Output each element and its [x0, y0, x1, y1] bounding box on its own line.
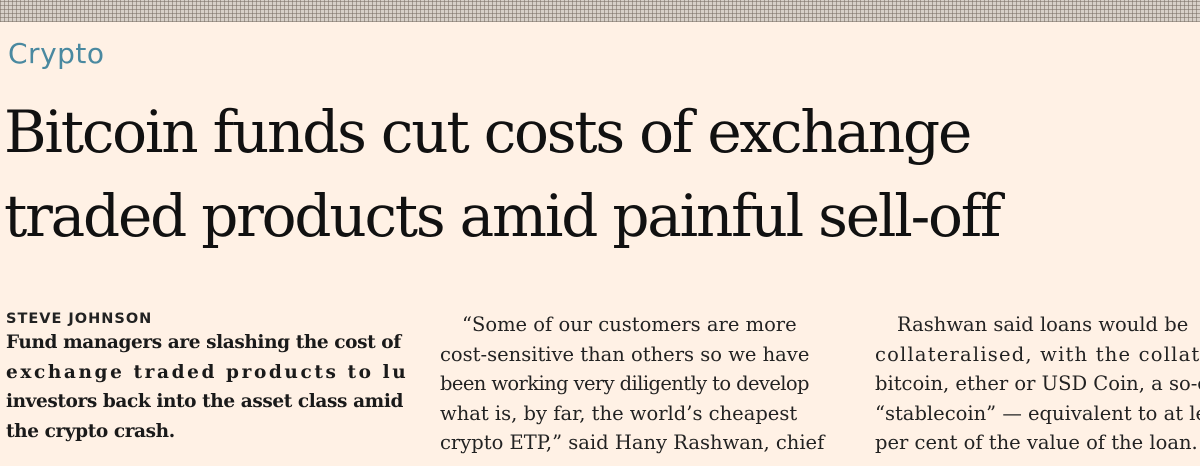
masthead-texture [0, 0, 1200, 22]
body-line-1: “Some of our customers are more [462, 313, 797, 336]
body-paragraph: Rashwan said loans would be collateralis… [875, 310, 1200, 458]
body-line-5: per cent of the value of the loan. [875, 431, 1198, 454]
standfirst-line-1: Fund managers are slashing the cost of [6, 332, 401, 353]
headline-line-1: Bitcoin funds cut costs of exchange [4, 98, 972, 166]
article-column-3: Rashwan said loans would be collateralis… [875, 310, 1200, 458]
body-paragraph: “Some of our customers are more cost-sen… [440, 310, 845, 458]
body-line-2: cost-sensitive than others so we have [440, 342, 810, 366]
body-line-3: bitcoin, ether or USD Coin, a so-called [875, 372, 1200, 395]
article-column-1: STEVE JOHNSON Fund managers are slashing… [6, 310, 406, 446]
body-line-4: “stablecoin” — equivalent to at least [875, 401, 1200, 425]
body-line-5: crypto ETP,” said Hany Rashwan, chief [440, 431, 825, 454]
article-column-2: “Some of our customers are more cost-sen… [440, 310, 845, 458]
headline-line-2: traded products amid painful sell-off [4, 182, 1001, 250]
section-label[interactable]: Crypto [8, 37, 105, 70]
headline: Bitcoin funds cut costs of exchange trad… [4, 90, 1194, 258]
body-line-2: collateralised, with the collateral in [875, 342, 1200, 366]
body-line-4: what is, by far, the world’s cheapest [440, 401, 798, 425]
body-line-3: been working very diligently to develop [440, 372, 810, 395]
standfirst-line-4: the crypto crash. [6, 420, 175, 442]
body-line-1: Rashwan said loans would be [897, 313, 1189, 336]
byline[interactable]: STEVE JOHNSON [6, 311, 153, 327]
standfirst: Fund managers are slashing the cost of e… [6, 328, 406, 446]
standfirst-line-3: investors back into the asset class amid [6, 391, 404, 412]
standfirst-line-2: exchange traded products to lure [6, 361, 406, 383]
